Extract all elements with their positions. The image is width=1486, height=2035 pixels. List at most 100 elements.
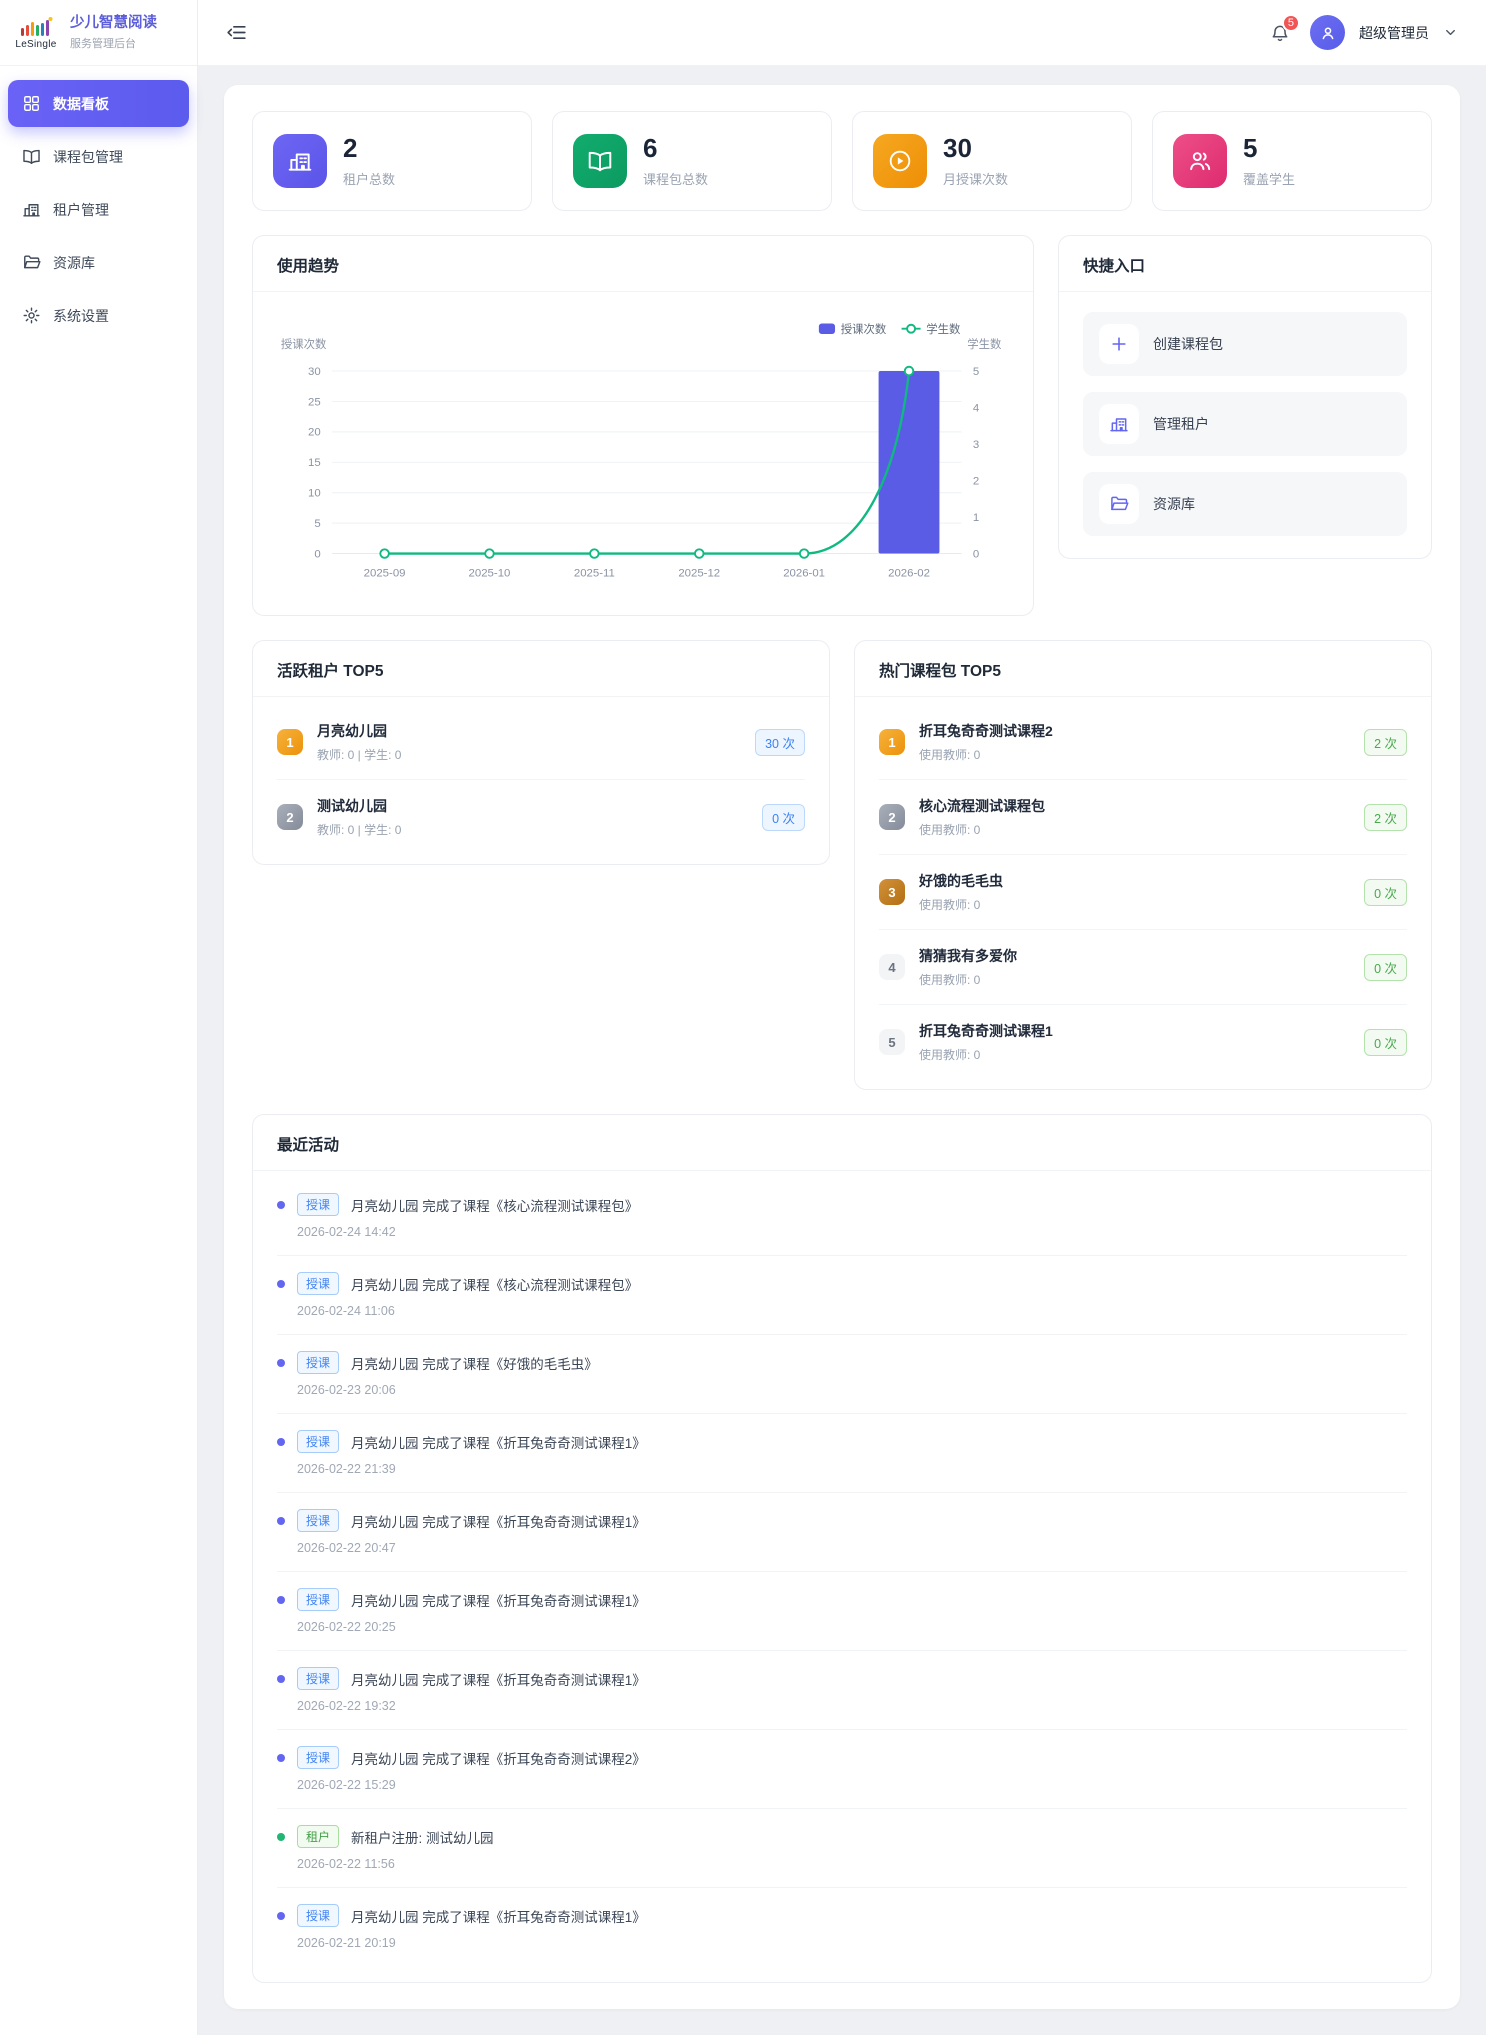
activity-time: 2026-02-22 19:32	[297, 1699, 396, 1714]
stat-icon-tile	[573, 134, 627, 188]
stat-label: 覆盖学生	[1243, 171, 1296, 187]
tenant-name: 月亮幼儿园	[317, 723, 387, 740]
activity-line: 授课 月亮幼儿园 完成了课程《折耳兔奇奇测试课程1》	[277, 1509, 1407, 1533]
hot-packages-card: 热门课程包 TOP5 1 折耳兔奇奇测试课程2 使用教师: 0 2 次 2 核心…	[854, 640, 1432, 1091]
activity-type-badge: 租户	[297, 1825, 340, 1849]
activity-line: 授课 月亮幼儿园 完成了课程《折耳兔奇奇测试课程1》	[277, 1588, 1407, 1612]
activity-time: 2026-02-22 20:47	[297, 1541, 396, 1556]
activity-text: 新租户注册: 测试幼儿园	[351, 1830, 494, 1846]
package-meta: 使用教师: 0	[919, 823, 981, 838]
stat-icon-tile	[273, 134, 327, 188]
user-menu-toggle[interactable]	[1443, 25, 1458, 40]
quick-entry-item[interactable]: 创建课程包	[1083, 312, 1407, 376]
sidebar-menu-item[interactable]: 租户管理	[8, 186, 189, 233]
quick-entry-item[interactable]: 管理租户	[1083, 392, 1407, 456]
user-icon	[1319, 24, 1337, 42]
activity-type-badge: 授课	[297, 1667, 340, 1691]
sidebar-menu-item[interactable]: 课程包管理	[8, 133, 189, 180]
activity-item: 授课 月亮幼儿园 完成了课程《核心流程测试课程包》 2026-02-24 11:…	[277, 1255, 1407, 1334]
activity-item: 授课 月亮幼儿园 完成了课程《折耳兔奇奇测试课程1》 2026-02-22 20…	[277, 1571, 1407, 1650]
tenant-info: 月亮幼儿园 教师: 0 | 学生: 0	[317, 721, 741, 763]
package-name: 折耳兔奇奇测试课程2	[919, 723, 1053, 740]
chevron-down-icon	[1443, 25, 1458, 40]
sidebar-menu-item[interactable]: 数据看板	[8, 80, 189, 127]
trend-and-quick-row: 使用趋势 0 5 10 15 20 25 30 0 1 2 3 4 5 授课次数 学生数 2025-09 202…	[252, 235, 1432, 617]
sidebar-menu-item[interactable]: 系统设置	[8, 292, 189, 339]
user-avatar[interactable]	[1310, 15, 1345, 50]
quick-entry-icon-tile	[1099, 404, 1139, 444]
rank-badge: 5	[879, 1029, 905, 1056]
quick-entry-label: 管理租户	[1153, 416, 1209, 432]
package-info: 猜猜我有多爱你 使用教师: 0	[919, 946, 1350, 988]
tenant-rank-row: 1 月亮幼儿园 教师: 0 | 学生: 0 30 次	[277, 705, 805, 779]
stat-texts: 5 覆盖学生	[1243, 134, 1295, 188]
activity-line: 租户 新租户注册: 测试幼儿园	[277, 1825, 1407, 1849]
quick-entry-label: 资源库	[1153, 496, 1195, 512]
chart-line-marker	[694, 548, 705, 559]
rank-badge: 1	[879, 729, 905, 756]
package-rank-row: 2 核心流程测试课程包 使用教师: 0 2 次	[879, 779, 1407, 854]
sidebar-menu-item-label: 数据看板	[53, 95, 109, 112]
tenant-meta: 教师: 0 | 学生: 0	[317, 823, 402, 838]
stat-card: 5 覆盖学生	[1152, 111, 1432, 211]
activity-time: 2026-02-22 21:39	[297, 1462, 396, 1477]
quick-entry-card: 快捷入口 创建课程包 管理租户 资源库	[1058, 235, 1432, 559]
stat-value: 2	[343, 133, 358, 164]
stats-row: 2 租户总数 6 课程包总数 30 月授课次数 5 覆盖学生	[252, 111, 1432, 211]
brand-name: LeSingle	[15, 38, 57, 50]
right-axis-tick: 0	[973, 548, 979, 560]
sidebar-menu-item[interactable]: 资源库	[8, 239, 189, 286]
x-axis-label: 2025-09	[364, 567, 406, 579]
package-info: 核心流程测试课程包 使用教师: 0	[919, 796, 1350, 838]
sidebar-menu-item-label: 系统设置	[53, 307, 109, 324]
recent-activity-card: 最近活动 授课 月亮幼儿园 完成了课程《核心流程测试课程包》 2026-02-2…	[252, 1114, 1432, 1984]
right-axis-tick: 1	[973, 512, 979, 524]
activity-text: 月亮幼儿园 完成了课程《折耳兔奇奇测试课程2》	[351, 1751, 646, 1767]
activity-dot	[277, 1832, 285, 1841]
quick-entry-icon-tile	[1099, 484, 1139, 524]
tenant-rank-row: 2 测试幼儿园 教师: 0 | 学生: 0 0 次	[277, 779, 805, 854]
activity-text: 月亮幼儿园 完成了课程《核心流程测试课程包》	[351, 1198, 639, 1214]
activity-text: 月亮幼儿园 完成了课程《折耳兔奇奇测试课程1》	[351, 1435, 646, 1451]
stat-texts: 2 租户总数	[343, 134, 395, 188]
activity-time: 2026-02-22 20:25	[297, 1620, 396, 1635]
notification-bell-button[interactable]: 5	[1270, 13, 1300, 43]
activity-dot	[277, 1358, 285, 1367]
main-area: 5 超级管理员 2 租户总数 6	[198, 0, 1486, 2035]
activity-type-badge: 授课	[297, 1430, 340, 1454]
activity-line: 授课 月亮幼儿园 完成了课程《核心流程测试课程包》	[277, 1272, 1407, 1296]
usage-count-badge: 0 次	[1364, 953, 1407, 981]
logo-area: LeSingle 少儿智慧阅读 服务管理后台	[0, 0, 197, 66]
sidebar-menu: 数据看板 课程包管理 租户管理 资源库 系统设置	[0, 66, 197, 353]
rainbow-bars-icon	[21, 16, 53, 36]
x-axis-label: 2025-10	[469, 567, 511, 579]
sidebar-collapse-button[interactable]	[226, 22, 247, 43]
users-icon	[1187, 148, 1213, 174]
quick-entry-item[interactable]: 资源库	[1083, 472, 1407, 536]
quick-entry-title: 快捷入口	[1059, 236, 1431, 292]
activity-text: 月亮幼儿园 完成了课程《折耳兔奇奇测试课程1》	[351, 1514, 646, 1530]
activity-dot	[277, 1595, 285, 1604]
activity-line: 授课 月亮幼儿园 完成了课程《核心流程测试课程包》	[277, 1193, 1407, 1217]
activity-text: 月亮幼儿园 完成了课程《核心流程测试课程包》	[351, 1277, 639, 1293]
left-axis-tick: 0	[314, 548, 320, 560]
stat-value: 30	[943, 133, 972, 164]
package-rank-row: 4 猜猜我有多爱你 使用教师: 0 0 次	[879, 929, 1407, 1004]
folder-icon	[1109, 494, 1129, 514]
activity-type-badge: 授课	[297, 1588, 340, 1612]
active-tenants-list: 1 月亮幼儿园 教师: 0 | 学生: 0 30 次 2 测试幼儿园 教师: 0…	[253, 697, 829, 864]
usage-trend-title: 使用趋势	[253, 236, 1033, 292]
hot-packages-title: 热门课程包 TOP5	[855, 641, 1431, 698]
recent-activity-list: 授课 月亮幼儿园 完成了课程《核心流程测试课程包》 2026-02-24 14:…	[253, 1171, 1431, 1982]
x-axis-label: 2026-01	[783, 567, 825, 579]
chart-line	[384, 370, 911, 555]
rank-badge: 4	[879, 954, 905, 981]
activity-line: 授课 月亮幼儿园 完成了课程《折耳兔奇奇测试课程1》	[277, 1904, 1407, 1928]
activity-item: 授课 月亮幼儿园 完成了课程《好饿的毛毛虫》 2026-02-23 20:06	[277, 1334, 1407, 1413]
activity-text: 月亮幼儿园 完成了课程《折耳兔奇奇测试课程1》	[351, 1672, 646, 1688]
activity-time: 2026-02-22 15:29	[297, 1778, 396, 1793]
activity-type-badge: 授课	[297, 1509, 340, 1533]
package-rank-row: 1 折耳兔奇奇测试课程2 使用教师: 0 2 次	[879, 705, 1407, 779]
